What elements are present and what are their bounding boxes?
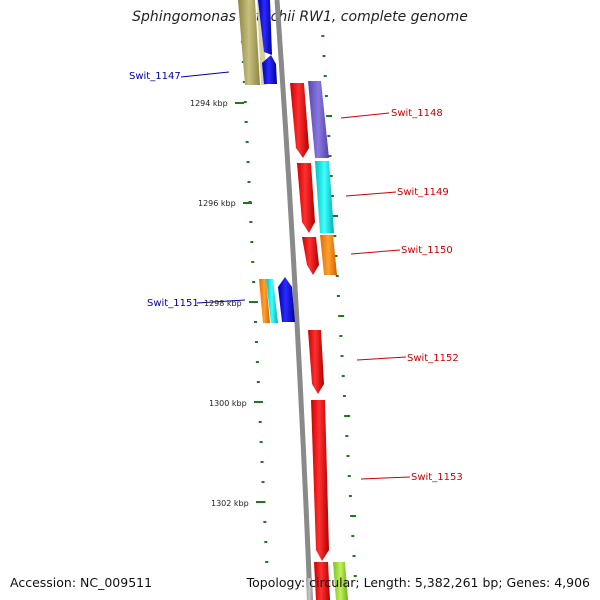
label-swit-1153: Swit_1153: [411, 472, 463, 483]
cyan-feature-2: [266, 279, 278, 323]
gene-swit-1148: [290, 83, 309, 158]
tick-label-1298: 1298 kbp: [204, 299, 242, 308]
bottom-grey-feature: [306, 578, 313, 600]
purple-feature: [308, 81, 329, 158]
gene-swit-1150: [302, 237, 319, 275]
label-swit-1151: Swit_1151: [147, 298, 199, 309]
gene-labels: Swit_1147 Swit_1148 Swit_1149 Swit_1150 …: [129, 71, 463, 483]
label-swit-1148: Swit_1148: [391, 108, 443, 119]
gene-swit-1153: [311, 400, 329, 561]
tick-label-1294: 1294 kbp: [190, 99, 228, 108]
gene-swit-1147: [258, 0, 272, 55]
label-swit-1147: Swit_1147: [129, 71, 181, 82]
scale-labels: 1294 kbp 1296 kbp 1298 kbp 1300 kbp 1302…: [190, 99, 265, 508]
gene-swit-1151: [278, 277, 295, 322]
green-feature: [333, 562, 348, 600]
orange-feature-2: [259, 279, 270, 323]
olive-feature: [238, 0, 260, 85]
label-swit-1149: Swit_1149: [397, 187, 449, 198]
leader-lines: [180, 71, 411, 480]
genome-summary: Topology: circular; Length: 5,382,261 bp…: [246, 575, 590, 590]
tick-label-1302: 1302 kbp: [211, 499, 249, 508]
gene-swit-1147-arrow: [262, 55, 277, 84]
gene-bottom-red: [314, 562, 330, 600]
orange-feature: [320, 235, 337, 275]
backbone-track: [274, 0, 313, 600]
tick-label-1296: 1296 kbp: [198, 199, 236, 208]
cyan-feature: [315, 161, 334, 233]
accession-text: Accession: NC_009511: [10, 575, 153, 590]
tick-label-1300: 1300 kbp: [209, 399, 247, 408]
gene-swit-1152: [308, 330, 324, 394]
label-swit-1150: Swit_1150: [401, 245, 453, 256]
gene-swit-1149: [297, 163, 315, 233]
map-title: Sphingomonas wittichii RW1, complete gen…: [132, 9, 468, 25]
features: [238, 0, 348, 600]
label-swit-1152: Swit_1152: [407, 353, 459, 364]
